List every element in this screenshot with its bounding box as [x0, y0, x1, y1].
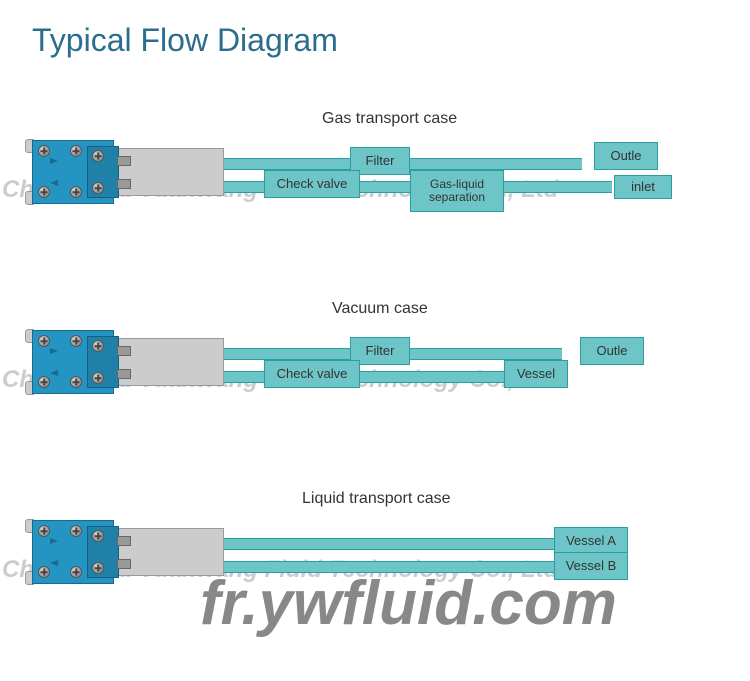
screw-icon	[70, 186, 82, 198]
flow-arrow-in-icon	[50, 180, 58, 186]
flow-arrow-out-icon	[50, 158, 58, 164]
screw-icon	[70, 145, 82, 157]
screw-icon	[70, 376, 82, 388]
flow-arrow-in-icon	[50, 560, 58, 566]
pump-port	[117, 536, 131, 546]
screw-icon	[92, 562, 104, 574]
pump-port	[117, 156, 131, 166]
screw-icon	[38, 376, 50, 388]
page-title: Typical Flow Diagram	[32, 22, 338, 59]
diagram-subtitle: Liquid transport case	[302, 490, 451, 508]
component-box: Gas-liquid separation	[410, 170, 504, 212]
pipe-line	[172, 538, 562, 550]
flow-diagram: Gas transport caseFilterCheck valveGas-l…	[32, 110, 718, 240]
screw-icon	[38, 566, 50, 578]
component-box: Outle	[594, 142, 658, 170]
screw-icon	[38, 145, 50, 157]
screw-icon	[92, 340, 104, 352]
component-box: inlet	[614, 175, 672, 199]
screw-icon	[92, 372, 104, 384]
pipe-line	[172, 561, 562, 573]
flow-arrow-in-icon	[50, 370, 58, 376]
flow-arrow-out-icon	[50, 348, 58, 354]
diagram-subtitle: Gas transport case	[322, 110, 457, 128]
pump-port	[117, 559, 131, 569]
component-box: Outle	[580, 337, 644, 365]
component-box: Check valve	[264, 360, 360, 388]
screw-icon	[92, 150, 104, 162]
pump-port	[117, 369, 131, 379]
flow-arrow-out-icon	[50, 538, 58, 544]
component-box: Vessel A	[554, 527, 628, 555]
component-box: Check valve	[264, 170, 360, 198]
flow-diagram: Liquid transport case Vessel AVessel B	[32, 490, 718, 620]
screw-icon	[92, 530, 104, 542]
screw-icon	[38, 186, 50, 198]
component-box: Vessel B	[554, 552, 628, 580]
component-box: Vessel	[504, 360, 568, 388]
diagram-subtitle: Vacuum case	[332, 300, 428, 318]
screw-icon	[70, 525, 82, 537]
pump-port	[117, 179, 131, 189]
screw-icon	[38, 525, 50, 537]
screw-icon	[92, 182, 104, 194]
screw-icon	[38, 335, 50, 347]
pipe-line	[172, 181, 612, 193]
flow-diagram: Vacuum caseFilterCheck valveVesselOutle	[32, 300, 718, 430]
screw-icon	[70, 335, 82, 347]
screw-icon	[70, 566, 82, 578]
pump-port	[117, 346, 131, 356]
